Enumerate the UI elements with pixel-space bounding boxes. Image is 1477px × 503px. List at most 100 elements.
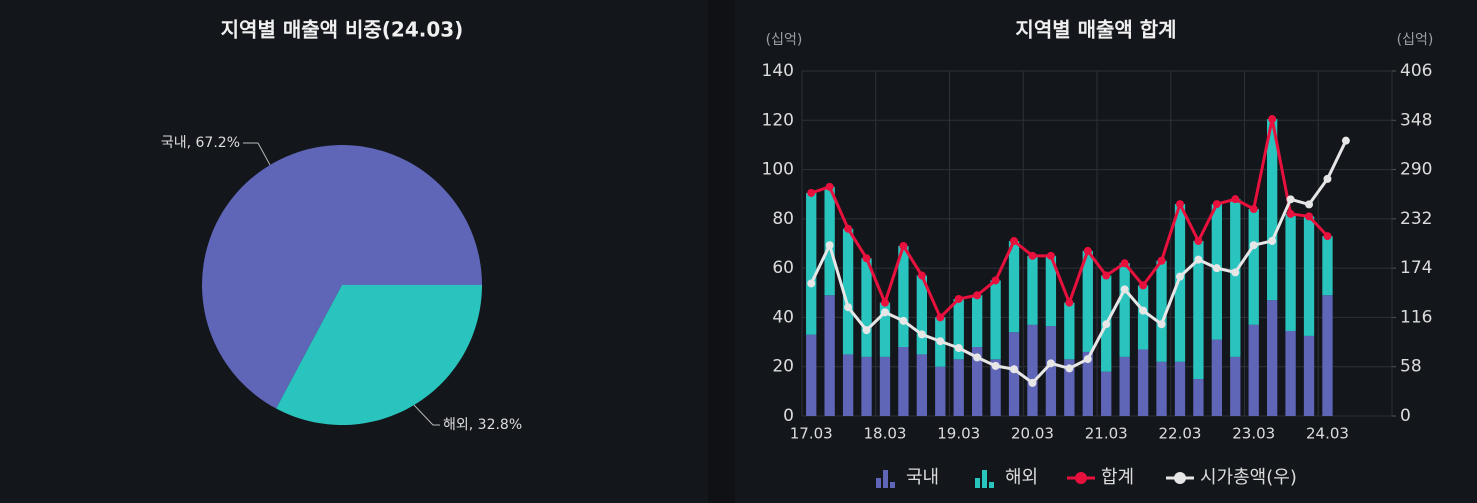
y2-tick-label: 116 — [1400, 307, 1432, 327]
bar-segment — [1119, 263, 1130, 357]
line-point — [1120, 259, 1129, 268]
y-tick-label: 80 — [772, 209, 794, 229]
line-point — [1139, 281, 1148, 290]
bar-segment — [1064, 359, 1075, 416]
bar-segment — [1156, 260, 1167, 362]
bar-segment — [879, 302, 891, 357]
y-tick-label: 0 — [783, 406, 794, 426]
line-point — [899, 316, 908, 325]
line-point — [1102, 271, 1111, 280]
bar-segment — [953, 359, 964, 416]
bar-segment — [824, 186, 835, 296]
bar-segment — [1266, 300, 1278, 416]
line-point — [973, 291, 982, 300]
bar-segment — [990, 280, 1001, 360]
legend-icon — [982, 470, 987, 488]
line-point — [825, 182, 834, 191]
legend-icon — [876, 478, 881, 488]
line-point — [1341, 136, 1350, 145]
bar-segment — [806, 334, 817, 416]
line-point — [954, 344, 963, 353]
line-point — [1175, 272, 1184, 281]
line-point — [1286, 195, 1295, 204]
y-axis-unit: (십억) — [766, 32, 803, 48]
x-tick-label: 20.03 — [1011, 425, 1054, 443]
bar-segment — [1174, 361, 1186, 416]
bar-segment — [861, 356, 872, 416]
line-point — [917, 330, 926, 339]
line-point — [862, 326, 871, 335]
line-point — [1231, 268, 1240, 277]
line-point — [991, 276, 1000, 285]
line-point — [1028, 251, 1037, 260]
bar-segment — [1303, 335, 1315, 416]
bar-segment — [953, 298, 964, 360]
line-point — [1157, 320, 1166, 329]
line-point — [880, 308, 889, 317]
bar-segment — [861, 258, 872, 357]
legend-label: 국내 — [906, 467, 939, 488]
line-point — [991, 361, 1000, 370]
bar-segment — [1285, 330, 1296, 416]
legend-icon — [989, 482, 994, 488]
bar-segment — [1137, 349, 1149, 416]
bar-segment — [1230, 356, 1241, 416]
bar-segment — [842, 354, 854, 416]
bar-segment — [1193, 379, 1204, 416]
line-point — [1102, 320, 1111, 329]
bar-segment — [990, 359, 1001, 416]
legend-icon — [1174, 472, 1186, 484]
line-point — [825, 241, 834, 250]
line-point — [862, 254, 871, 263]
bar-segment — [1008, 241, 1020, 333]
line-point — [1194, 255, 1203, 264]
bar-segment — [879, 356, 891, 416]
legend-icon — [890, 482, 895, 488]
bar-segment — [1230, 199, 1241, 357]
legend-icon — [975, 478, 980, 488]
pie-label: 국내, 67.2% — [161, 135, 240, 151]
bar-segment — [1248, 209, 1259, 325]
pie-slice — [276, 285, 482, 426]
legend-icon — [1075, 472, 1087, 484]
bar-segment — [916, 354, 928, 416]
line-point — [1028, 378, 1037, 387]
bar-segment — [824, 295, 835, 416]
x-tick-label: 21.03 — [1085, 425, 1128, 443]
line-point — [1046, 359, 1055, 368]
line-point — [1194, 237, 1203, 246]
y2-tick-label: 174 — [1400, 258, 1432, 278]
y2-tick-label: 58 — [1400, 357, 1422, 377]
x-tick-label: 18.03 — [863, 425, 906, 443]
bar-segment — [1285, 213, 1296, 331]
line-point — [1323, 232, 1332, 241]
line-point — [1286, 209, 1295, 218]
pie-slice — [202, 145, 483, 409]
y2-tick-label: 232 — [1400, 209, 1432, 229]
y2-axis-unit: (십억) — [1397, 32, 1434, 48]
y2-tick-label: 0 — [1400, 406, 1411, 426]
line-point — [1212, 264, 1221, 273]
legend-icon — [883, 470, 888, 488]
y-tick-label: 60 — [772, 258, 794, 278]
line-point — [1083, 355, 1092, 364]
label-leader — [243, 142, 271, 166]
line-point — [1305, 212, 1314, 221]
pie-title: 지역별 매출액 비중(24.03) — [221, 18, 464, 42]
line-point — [880, 298, 889, 307]
line-point — [1120, 285, 1129, 294]
line-point — [844, 303, 853, 312]
pie-label: 해외, 32.8% — [443, 417, 522, 433]
bar-title: 지역별 매출액 합계 — [1015, 18, 1176, 42]
bar-segment — [916, 275, 928, 355]
line-point — [1157, 256, 1166, 265]
line-point — [1046, 251, 1055, 260]
line-point — [954, 294, 963, 303]
line-point — [1065, 364, 1074, 373]
line-point — [899, 241, 908, 250]
legend-label: 합계 — [1101, 467, 1134, 488]
line-point — [973, 353, 982, 362]
legend-label: 시가총액(우) — [1200, 467, 1297, 488]
